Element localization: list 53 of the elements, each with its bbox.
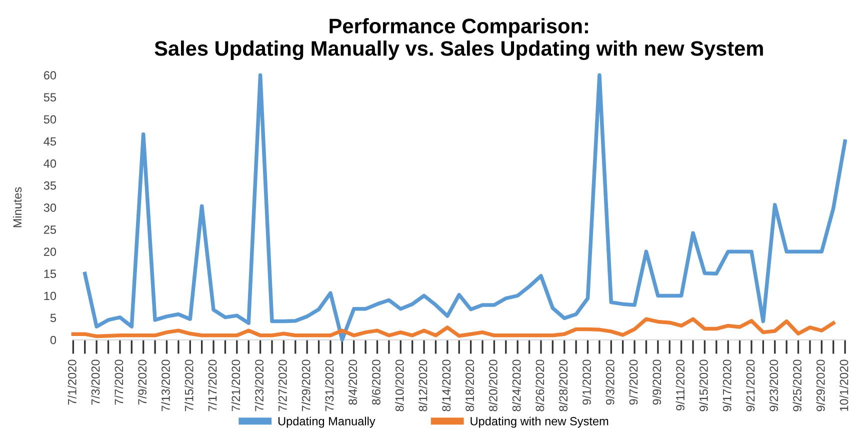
x-tick-label: 9/21/2020 [746,360,755,412]
x-tick-label: 7/9/2020 [138,360,147,405]
y-tick-label: 15 [44,270,56,278]
x-tick-label: 7/27/2020 [278,360,287,412]
line-series [83,73,847,342]
x-tick-label: 9/1/2020 [582,360,591,405]
y-tick-label: 60 [44,71,56,80]
x-tick-label: 8/28/2020 [558,360,568,412]
x-tick-label: 8/10/2020 [395,360,404,412]
x-tick-label: 9/25/2020 [792,360,802,412]
y-tick-label: 45 [44,137,56,146]
x-tick-label: 7/1/2020 [68,360,76,405]
x-tick-label: 7/15/2020 [184,360,194,412]
x-tick-label: 9/11/2020 [676,360,684,410]
x-tick-label: 10/1/2020 [840,360,848,411]
y-tick-label: 10 [44,292,56,300]
y-tick-label: 0 [50,336,56,344]
line-series [71,317,836,338]
x-tick-label: 7/7/2020 [114,360,124,405]
x-tick-label: 9/3/2020 [606,360,614,405]
y-tick-label: 50 [44,115,56,124]
legend-label: Updating Manually [278,416,376,428]
x-tick-label: 8/20/2020 [488,360,498,412]
y-axis-title: Minutes [12,187,22,228]
x-tick-label: 9/17/2020 [722,360,732,412]
x-tick-label: 7/3/2020 [91,360,100,405]
x-tick-label: 7/31/2020 [324,360,334,412]
x-tick-label: 9/15/2020 [699,360,708,412]
y-tick-label: 40 [44,159,56,168]
y-tick-label: 25 [44,226,56,234]
x-tick-label: 8/14/2020 [442,360,451,412]
x-tick-label: 9/23/2020 [769,360,778,412]
x-tick-label: 8/12/2020 [418,360,428,412]
x-tick-label: 9/29/2020 [816,360,825,412]
x-tick-label: 7/29/2020 [302,360,310,412]
y-tick-label: 20 [44,248,56,256]
y-tick-label: 30 [44,203,56,212]
chart-title: Performance Comparison: Sales Updating Manually vs. Sales Updating with new System [154,18,763,60]
y-tick-label: 35 [44,181,56,190]
x-tick-label: 7/17/2020 [208,360,217,412]
y-tick-label: 55 [44,93,56,102]
x-tick-label: 7/21/2020 [231,360,240,412]
x-tick-label: 7/23/2020 [254,360,264,412]
x-tick-label: 8/4/2020 [348,360,358,405]
x-tick-label: 8/26/2020 [535,360,544,412]
legend-label: Updating with new System [470,416,608,428]
x-tick-label: 8/6/2020 [372,360,380,405]
x-tick-label: 8/24/2020 [512,360,521,412]
y-tick-label: 5 [50,314,56,322]
x-tick-label: 9/9/2020 [652,360,662,405]
x-tick-label: 9/7/2020 [629,360,638,405]
x-tick-label: 8/18/2020 [465,360,474,412]
x-tick-label: 7/13/2020 [161,360,170,412]
